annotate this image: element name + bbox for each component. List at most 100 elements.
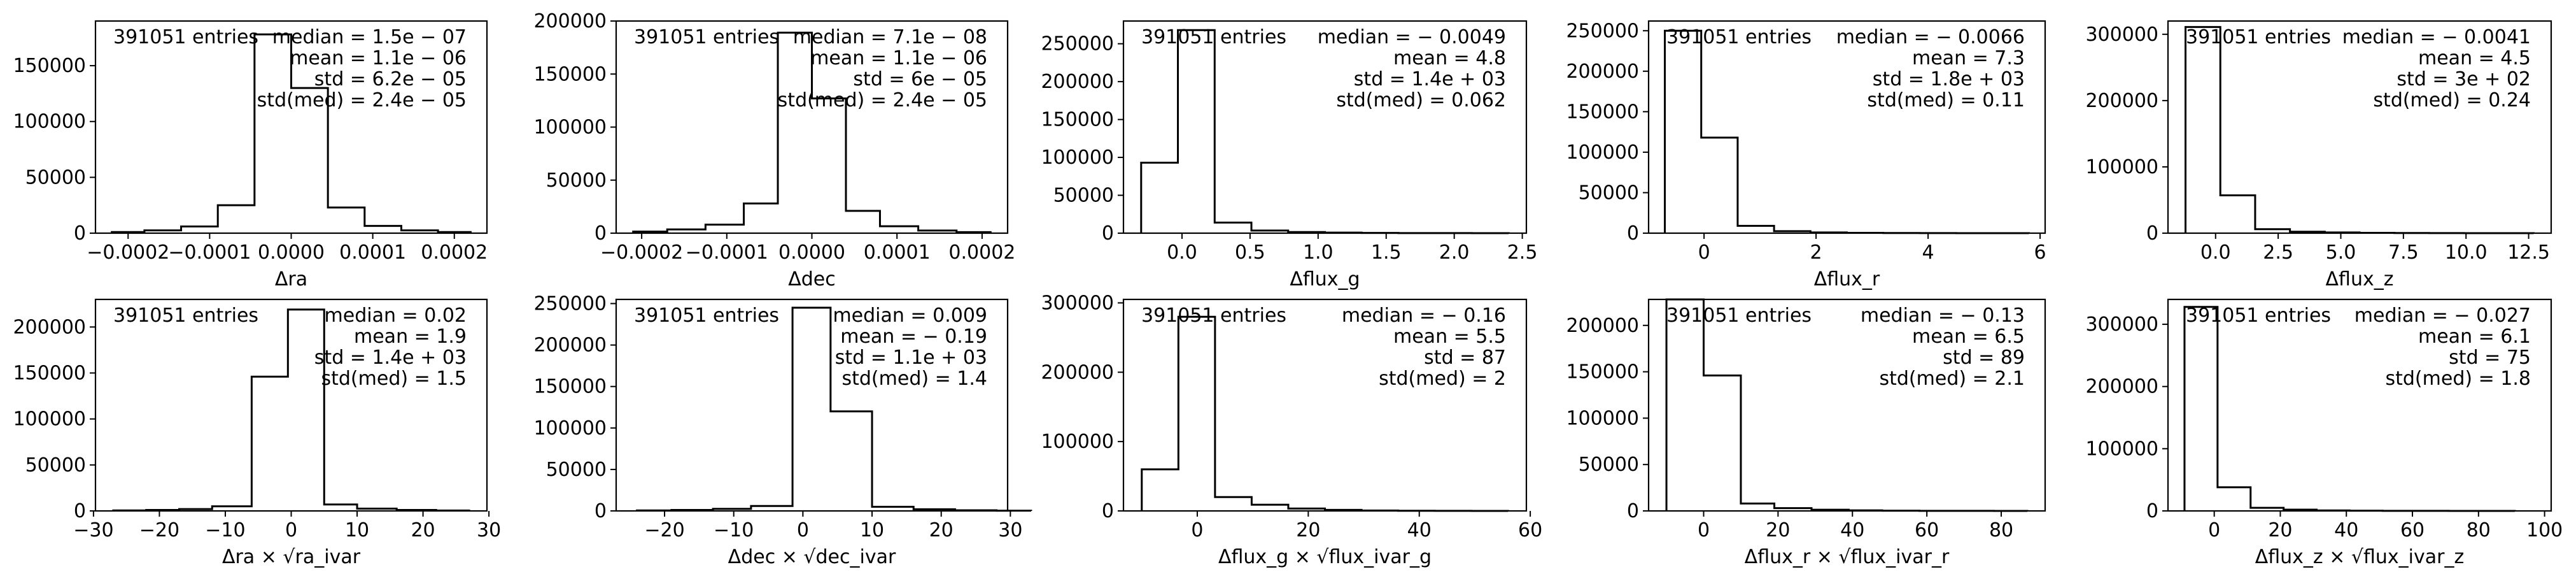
stat-line: std = 1.4e + 03 [1354,68,1506,90]
y-tick-label: 200000 [13,316,86,338]
histogram-bin [328,208,365,233]
y-tick-label: 50000 [1053,185,1114,207]
x-tick-label: 20 [411,519,435,541]
stat-line: std(med) = 0.11 [1867,89,2025,111]
x-tick-label: 40 [1407,519,1432,541]
stat-line: mean = 1.1e − 06 [290,47,467,69]
y-tick-label: 250000 [1041,33,1114,55]
stat-line: std = 1.4e + 03 [314,347,467,369]
y-tick-label: 200000 [2085,376,2158,398]
x-tick-label: 80 [2467,519,2491,541]
stat-line: std = 87 [1424,347,1506,369]
x-tick-label: 0.5 [1235,241,1265,264]
y-tick-label: 50000 [25,454,86,477]
x-tick-label: 6 [2034,241,2046,264]
histogram-bin [831,412,872,511]
y-tick-label: 50000 [546,169,607,192]
axes-frame [2167,20,2552,234]
histogram-bin [880,226,918,233]
x-tick-label: 60 [1518,519,1542,541]
stat-line: std(med) = 2.4e − 05 [257,89,467,111]
x-tick-label: −0.0001 [686,241,768,264]
stat-line: std = 89 [1943,347,2025,369]
histogram-bin [1703,375,1740,511]
x-tick-label: 2.5 [2263,241,2293,264]
x-axis-label: Δflux_z [2326,268,2394,290]
y-tick-label: 100000 [1566,141,1639,164]
stat-line: mean = 1.1e − 06 [810,47,987,69]
y-tick-label: 200000 [1041,361,1114,384]
y-tick-label: 100000 [1566,407,1639,429]
stat-line: median = 0.009 [833,305,987,327]
x-tick-label: 40 [2334,519,2358,541]
stat-line: median = − 0.0041 [2342,26,2531,48]
x-axis-label: Δflux_r [1814,268,1880,290]
x-axis-label: Δflux_g [1290,268,1360,290]
stat-line: std(med) = 2.1 [1880,368,2025,390]
stat-line: mean = − 0.19 [840,326,987,348]
stat-line: median = 0.02 [325,305,467,327]
y-tick-label: 150000 [13,55,86,77]
histogram-panel: 0 20 40 60 80 100 0 100000 200000 300000 391051 en… [2085,298,2563,568]
y-tick-label: 0 [1102,222,1114,245]
x-tick-label: 0 [1191,519,1203,541]
stat-line: mean = 4.8 [1393,47,1506,69]
y-tick-label: 300000 [2085,313,2158,336]
histogram-panel: 0.0 2.5 5.0 7.5 10.0 12.5 0 100000 200000 300000 3… [2085,20,2552,290]
stat-line: std(med) = 1.5 [321,368,467,390]
entries-label: 391051 entries [1141,305,1286,327]
histogram-bin [2218,487,2251,511]
y-tick-label: 50000 [25,166,86,189]
stat-line: std = 6e − 05 [853,68,987,90]
stat-line: median = − 0.0049 [1318,26,1506,48]
stat-line: std(med) = 0.24 [2373,89,2531,111]
x-tick-label: 12.5 [2507,241,2550,264]
histogram-step [111,33,472,233]
histogram-bin [2186,27,2221,233]
histogram-panel: −0.0002−0.0001 0.0000 0.0001 0.0002 0 50000 10… [13,20,488,290]
histogram-panel: −0.0002−0.0001 0.0000 0.0001 0.0002 0 50000 10… [533,10,1015,290]
x-tick-label: 0.0001 [864,241,931,264]
entries-label: 391051 entries [113,26,258,48]
stat-line: std(med) = 0.062 [1336,89,1506,111]
x-tick-label: −10 [714,519,754,541]
y-tick-label: 200000 [2085,90,2158,112]
histogram-bin [288,310,324,511]
histogram-bin [1666,299,1703,511]
histogram-panel: −30 −20 −10 0 10 20 30 0 50000 100000 150000 200000… [13,298,501,568]
x-tick-label: 60 [1915,519,1939,541]
y-tick-label: 250000 [533,293,607,315]
entries-label: 391051 entries [1666,305,1812,327]
x-tick-label: 20 [1766,519,1790,541]
histogram-bin [2220,196,2255,233]
histogram-step [632,31,992,233]
y-tick-label: 100000 [13,111,86,133]
histogram-bin [1741,503,1775,511]
axes-frame [615,298,1009,512]
x-tick-label: 80 [1989,519,2013,541]
x-tick-label: 0.0002 [421,241,488,264]
histogram-panel: −20 −10 0 10 20 30 0 50000 100000 150000 200000 250… [533,293,1032,568]
x-tick-label: −30 [73,519,113,541]
y-tick-label: 50000 [1579,182,1639,204]
x-axis-label: Δra × √ra_ivar [222,546,361,568]
y-tick-label: 100000 [2085,438,2158,460]
y-tick-label: 100000 [13,408,86,431]
histogram-bin [1738,226,1774,233]
x-tick-label: −0.0002 [87,241,169,264]
y-tick-label: 200000 [1566,61,1639,83]
y-tick-label: 0 [1627,222,1639,245]
histogram-panel: 0 2 4 6 0 50000 100000 150000 200000 250000 391051… [1566,20,2046,290]
y-tick-label: 100000 [533,417,607,440]
histogram-bin [1141,162,1178,233]
stat-line: mean = 6.1 [2418,326,2531,348]
stat-line: std(med) = 1.8 [2386,368,2531,390]
x-tick-label: 4 [1922,241,1934,264]
y-tick-label: 150000 [1566,101,1639,123]
y-tick-label: 150000 [533,63,607,85]
histogram-bin [1178,317,1215,511]
histogram-bin [705,225,743,233]
histogram-bin [744,203,778,233]
x-tick-label: 100 [2526,519,2563,541]
stat-line: mean = 4.5 [2418,47,2531,69]
